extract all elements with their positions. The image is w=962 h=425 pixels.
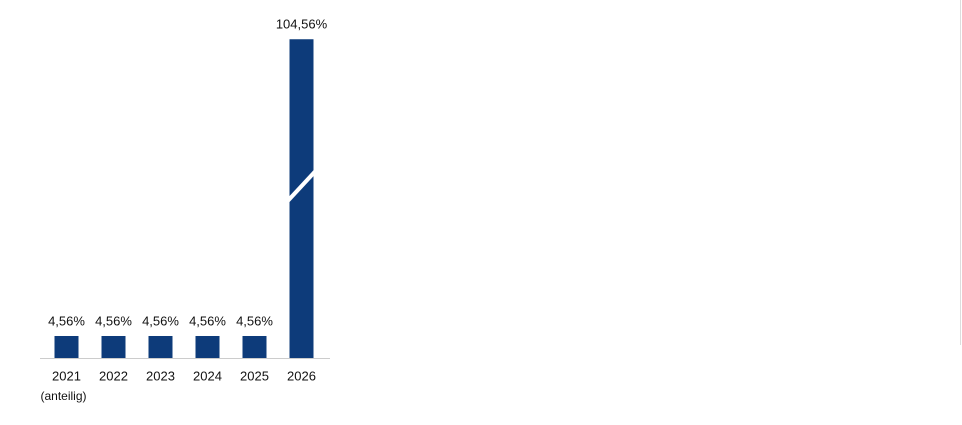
axis-break [288,169,315,204]
x-tick-label: 2022 [99,368,128,383]
bar [289,39,314,358]
x-tick-sublabel: (anteilig) [40,389,86,403]
value-label: 104,56% [276,17,328,32]
value-label: 4,56% [95,313,132,328]
bar [195,335,220,358]
bar [54,335,79,358]
value-label: 4,56% [189,313,226,328]
bar [101,335,126,358]
value-label: 4,56% [142,313,179,328]
x-tick-label: 2024 [193,368,222,383]
x-tick-label: 2025 [240,368,269,383]
value-label: 4,56% [236,313,273,328]
bar [242,335,267,358]
value-label: 4,56% [48,313,85,328]
x-tick-label: 2023 [146,368,175,383]
x-tick-label: 2021 [52,368,81,383]
x-tick-label: 2026 [287,368,316,383]
bar [148,335,173,358]
